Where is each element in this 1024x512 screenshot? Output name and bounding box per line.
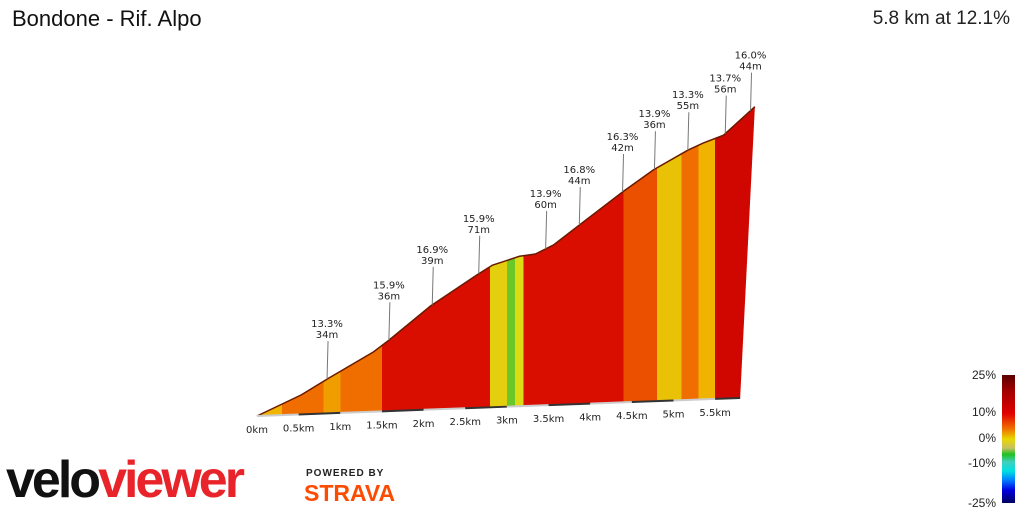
- x-axis-segment: [673, 397, 716, 402]
- annotation-grade: 16.9%: [416, 245, 448, 256]
- x-axis-segment: [423, 407, 466, 411]
- legend-label-0: 0%: [978, 431, 996, 445]
- legend-label-10: 10%: [971, 405, 996, 419]
- annotation-leader: [388, 302, 391, 341]
- annotation-leader: [578, 187, 581, 226]
- x-axis-segment: [631, 399, 674, 404]
- x-tick-label: 1km: [329, 422, 351, 433]
- annotation-length: 34m: [316, 330, 338, 341]
- legend-label-min: -25%: [967, 496, 996, 510]
- x-tick-label: 0km: [246, 425, 268, 436]
- annotation-grade: 13.3%: [311, 319, 343, 330]
- annotation-length: 44m: [739, 62, 761, 73]
- x-axis-segment: [340, 410, 382, 414]
- x-axis-segment: [590, 401, 632, 405]
- x-tick-label: 2.5km: [450, 417, 481, 428]
- annotation-grade: 13.3%: [672, 90, 704, 101]
- x-tick-label: 0.5km: [283, 423, 314, 434]
- x-axis-segment: [548, 402, 591, 407]
- annotation-grade: 13.7%: [709, 74, 741, 85]
- x-tick-label: 4.5km: [616, 411, 647, 422]
- x-tick-label: 3.5km: [533, 414, 564, 425]
- annotation-length: 60m: [534, 200, 556, 211]
- x-axis-segment: [381, 408, 424, 413]
- annotation-length: 36m: [643, 120, 665, 131]
- annotation-grade: 15.9%: [373, 280, 405, 291]
- annotation-length: 36m: [378, 291, 400, 302]
- annotation-length: 39m: [421, 256, 443, 267]
- annotation-leader: [478, 235, 481, 274]
- annotation-leader: [326, 341, 329, 380]
- annotation-grade: 15.9%: [463, 214, 495, 225]
- x-tick-label: 5km: [663, 409, 685, 420]
- annotation-leader: [653, 131, 656, 170]
- gradient-legend-bar: [1002, 375, 1015, 503]
- x-axis-segment: [298, 411, 341, 416]
- annotation-leader: [750, 72, 753, 111]
- annotation-grade: 13.9%: [639, 109, 671, 120]
- x-axis-segment: [465, 405, 507, 410]
- annotation-length: 71m: [467, 225, 489, 236]
- x-axis-segment: [256, 413, 299, 417]
- powered-by-label: POWERED BY: [306, 468, 385, 479]
- annotation-length: 42m: [611, 143, 633, 154]
- annotation-grade: 13.9%: [530, 189, 562, 200]
- x-tick-label: 2km: [413, 419, 435, 430]
- annotation-length: 55m: [677, 101, 699, 112]
- page-title: Bondone - Rif. Alpo: [12, 6, 202, 31]
- annotation-grade: 16.0%: [735, 51, 767, 62]
- annotation-grade: 16.3%: [607, 132, 639, 143]
- x-axis-segment: [715, 396, 741, 400]
- annotation-leader: [622, 153, 625, 193]
- veloviewer-logo: veloviewer: [6, 451, 245, 509]
- climb-summary: 5.8 km at 12.1%: [872, 8, 1010, 29]
- x-tick-label: 5.5km: [699, 408, 730, 419]
- legend-label-minus10: -10%: [967, 456, 996, 470]
- x-tick-label: 3km: [496, 416, 518, 427]
- x-tick-label: 1.5km: [366, 420, 397, 431]
- annotation-length: 44m: [568, 176, 590, 187]
- x-tick-label: 4km: [579, 413, 601, 424]
- x-axis-segment: [506, 404, 549, 408]
- annotation-grade: 16.8%: [563, 165, 595, 176]
- profile-line: [256, 106, 756, 417]
- annotation-leader: [545, 210, 548, 249]
- annotation-length: 56m: [714, 85, 736, 96]
- annotation-leader: [724, 95, 727, 134]
- annotation-leader: [431, 266, 434, 305]
- legend-label-max: 25%: [971, 368, 996, 382]
- annotation-leader: [687, 112, 690, 151]
- strava-logo: STRAVA: [304, 480, 396, 506]
